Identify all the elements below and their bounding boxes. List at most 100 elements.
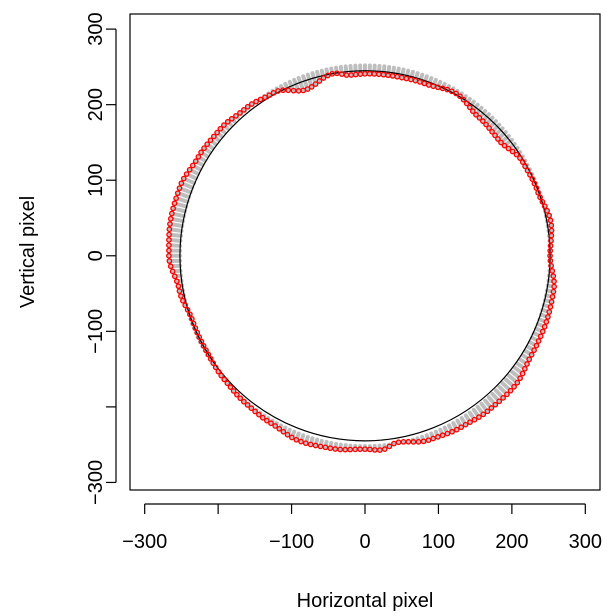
displacement-segment — [202, 146, 212, 155]
measured-point — [174, 190, 181, 197]
measured-point — [215, 368, 222, 375]
measured-point — [312, 442, 319, 449]
displacement-segment — [545, 283, 557, 289]
measured-point — [547, 257, 554, 264]
displacement-segment — [199, 150, 210, 159]
measured-point — [511, 383, 517, 390]
measured-point — [221, 376, 228, 383]
measured-point — [410, 439, 417, 445]
measured-point — [453, 426, 460, 433]
measured-point — [200, 343, 207, 349]
y-tick-label: −100 — [85, 309, 107, 354]
measured-point — [166, 252, 172, 259]
measured-point — [544, 207, 551, 214]
x-tick-label: 100 — [422, 531, 455, 553]
measured-point — [549, 268, 556, 274]
measured-point — [539, 328, 546, 335]
y-tick-label: 100 — [85, 164, 107, 197]
measured-point — [176, 288, 183, 295]
measured-point — [489, 128, 495, 135]
displacement-segment — [249, 404, 255, 411]
measured-point — [545, 314, 551, 320]
displacement-segment — [540, 307, 552, 314]
measured-point — [280, 428, 287, 435]
displacement-segment — [455, 418, 464, 430]
measured-point — [517, 155, 523, 161]
measured-point — [524, 361, 530, 367]
displacement-segment — [399, 67, 406, 80]
measured-point — [289, 434, 295, 441]
measured-point — [537, 333, 544, 340]
measured-point — [517, 375, 523, 382]
measured-point — [312, 81, 319, 87]
measured-point — [537, 194, 543, 201]
x-tick-label: −300 — [122, 531, 167, 553]
displacement-segment — [533, 326, 545, 334]
displacement-segment — [231, 388, 237, 393]
measured-point — [547, 304, 554, 310]
measured-point — [533, 185, 540, 191]
measured-point — [167, 263, 174, 270]
measured-point — [272, 423, 279, 429]
y-tick-label: 200 — [85, 88, 107, 121]
displacement-segment — [474, 105, 484, 117]
measured-point — [439, 432, 446, 439]
displacement-segment — [193, 159, 205, 167]
y-tick-label: −300 — [85, 460, 107, 505]
measured-point — [496, 398, 503, 405]
measured-point — [473, 111, 479, 118]
measured-point — [178, 293, 184, 299]
measured-point — [519, 159, 526, 165]
displacement-segment — [510, 145, 520, 154]
displacement-segment — [484, 115, 495, 127]
measured-point — [237, 110, 243, 116]
measured-point — [169, 268, 176, 275]
displacement-segment — [532, 331, 543, 339]
displacement-segment — [308, 436, 315, 447]
displacement-segment — [480, 112, 491, 124]
measured-point — [166, 237, 172, 243]
displacement-segment — [395, 66, 401, 79]
displacement-segment — [208, 138, 218, 146]
measured-point — [262, 94, 268, 101]
measured-point — [386, 443, 393, 450]
displacement-segment — [172, 273, 183, 279]
measured-point — [498, 139, 504, 146]
displacement-segment — [170, 268, 183, 274]
measured-point — [228, 115, 235, 122]
displacement-segment — [471, 407, 481, 420]
displacement-segment — [303, 434, 310, 446]
displacement-segment — [530, 335, 541, 343]
displacement-segment — [381, 64, 387, 77]
displacement-segment — [205, 142, 215, 150]
displacement-segment — [447, 423, 455, 434]
measured-point — [531, 180, 538, 187]
measured-point — [457, 93, 463, 100]
displacement-segment — [431, 77, 438, 89]
measured-point — [307, 441, 314, 448]
measured-point — [166, 226, 173, 233]
displacement-segment — [386, 65, 392, 78]
displacement-segment — [537, 317, 549, 324]
x-axis: −300 −100 0 100 200 300 — [122, 503, 602, 553]
measured-point — [531, 347, 537, 354]
measured-point — [507, 387, 514, 394]
measured-point — [513, 151, 520, 158]
measured-point — [293, 436, 300, 443]
measured-point — [230, 388, 237, 394]
measured-point — [171, 273, 178, 280]
measured-point — [550, 288, 557, 295]
measured-point — [548, 237, 554, 244]
x-tick-label: 300 — [569, 531, 602, 553]
displacement-segment — [289, 429, 297, 440]
measured-point — [189, 315, 195, 322]
measured-point — [275, 88, 281, 94]
measured-point — [533, 342, 540, 349]
measured-point — [198, 149, 204, 156]
measured-point — [549, 293, 556, 300]
measured-point — [486, 125, 492, 131]
measured-point — [546, 212, 552, 219]
y-axis-title: Vertical pixel — [17, 196, 39, 308]
measured-point — [500, 395, 506, 401]
